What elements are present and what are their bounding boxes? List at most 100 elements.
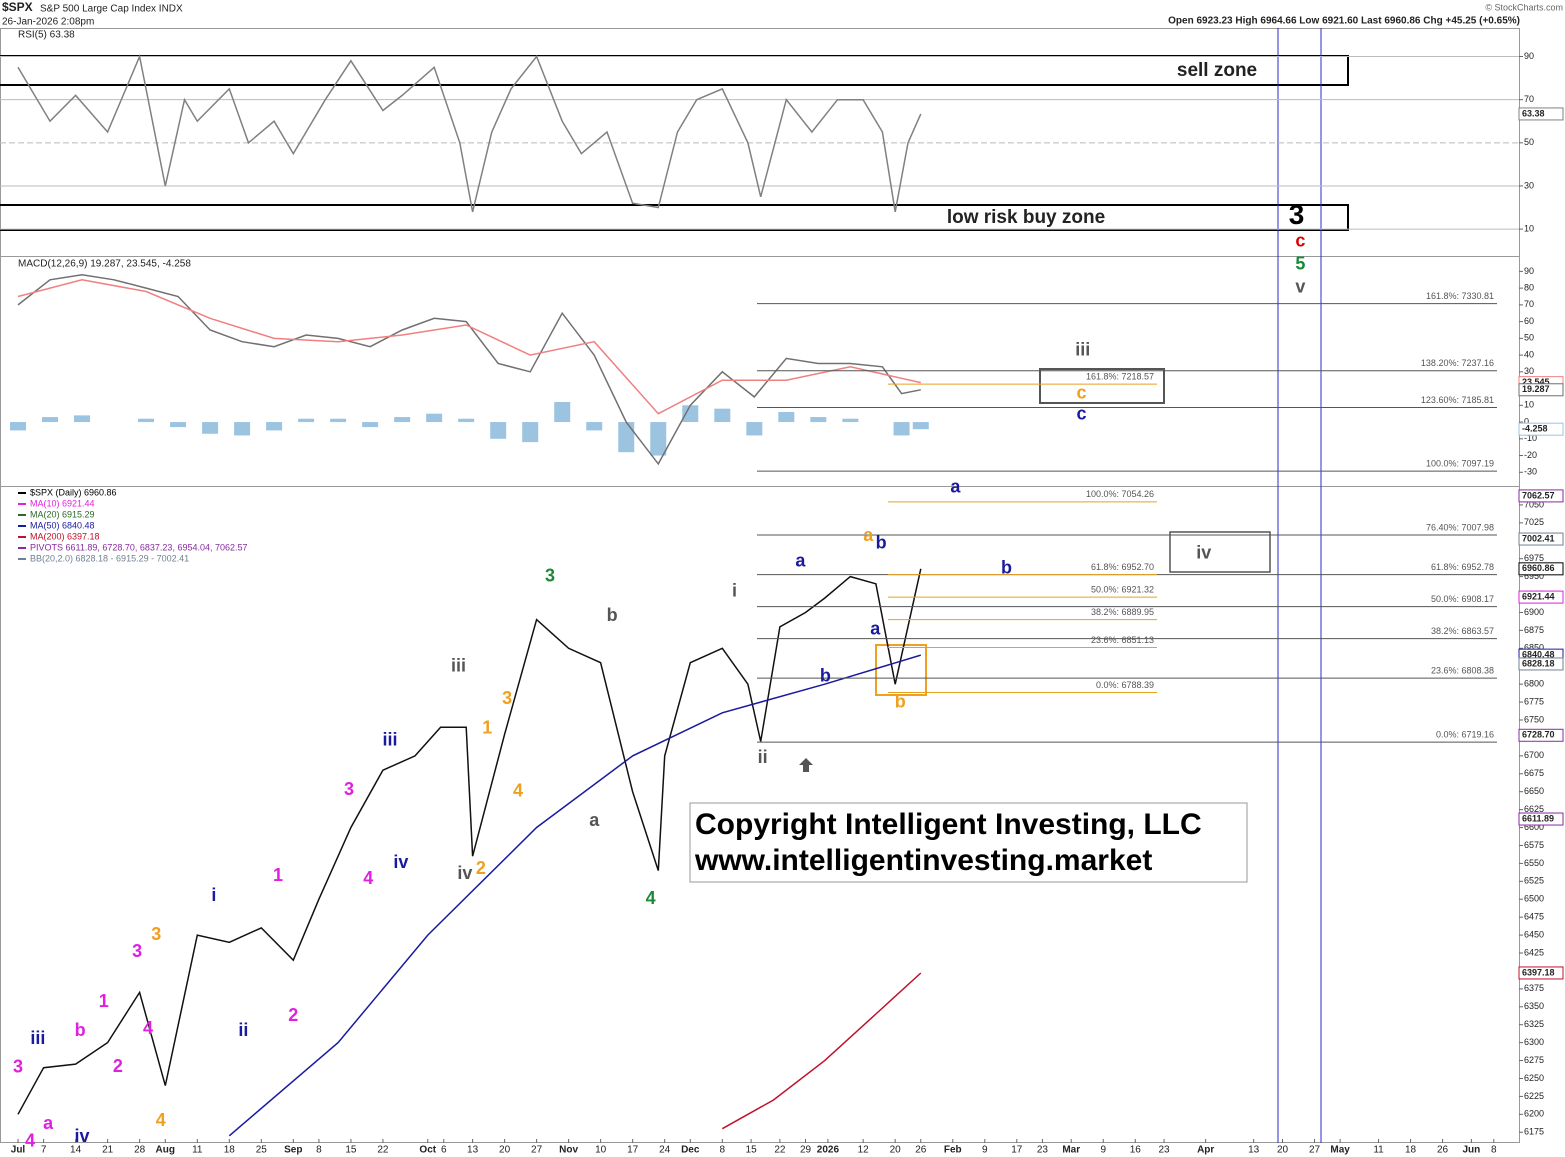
value-tag-label: 6960.86 [1522, 563, 1555, 573]
wave-label: iii [451, 656, 466, 676]
wave-label: b [607, 605, 618, 625]
x-tick-label: Aug [156, 1145, 175, 1156]
wave-label: 2 [113, 1056, 123, 1076]
y-tick-label: 50 [1524, 333, 1534, 343]
value-tag-label: 6397.18 [1522, 967, 1555, 977]
fib-label: 50.0%: 6908.17 [1431, 594, 1494, 604]
x-tick-label: 25 [256, 1145, 268, 1156]
wave-label: iii [30, 1028, 45, 1048]
wave-label: 3 [13, 1056, 23, 1076]
y-tick-label: 6900 [1524, 607, 1544, 617]
value-tag [1518, 812, 1564, 826]
y-tick-label: 7050 [1524, 499, 1544, 509]
copyright-box [689, 802, 1248, 883]
wave-label: iv [393, 852, 408, 872]
y-tick-label: 6700 [1524, 750, 1544, 760]
value-tag-label: 6728.70 [1522, 730, 1555, 740]
x-tick-label: 11 [192, 1145, 203, 1156]
y-tick-label: 80 [1524, 283, 1534, 293]
histogram-bar [842, 418, 859, 423]
y-tick-label: 6625 [1524, 804, 1544, 814]
x-tick-label: 7 [41, 1145, 47, 1156]
series-line [17, 279, 921, 415]
histogram-bar [778, 412, 795, 423]
wave-label: b [75, 1020, 86, 1040]
fib-label: 100.0%: 7097.19 [1426, 458, 1494, 468]
y-tick-label: 6500 [1524, 894, 1544, 904]
y-tick-label: 6175 [1524, 1127, 1544, 1137]
legend-entry: MA(10) 6921.44 [30, 498, 95, 508]
source: © StockCharts.com [1485, 2, 1563, 12]
y-tick-label: 70 [1524, 94, 1534, 104]
wave-label: b [876, 532, 887, 552]
histogram-bar [682, 405, 699, 423]
histogram-bar [458, 418, 475, 423]
histogram-bar [746, 422, 763, 436]
x-tick-label: 8 [316, 1145, 322, 1156]
wave-label: a [870, 618, 881, 638]
y-tick-label: 6350 [1524, 1001, 1544, 1011]
wave-label: 1 [482, 717, 492, 737]
series-line [228, 654, 922, 1137]
wave-label: 3 [545, 565, 555, 585]
x-tick-label: 9 [982, 1145, 988, 1156]
fib-label: 0.0%: 6719.16 [1436, 729, 1494, 739]
support-box [875, 644, 927, 696]
histogram-bar [618, 422, 635, 453]
wave-label: iii [1075, 340, 1090, 360]
series-line [17, 273, 921, 466]
histogram-bar [330, 418, 347, 423]
fib-label: 161.8%: 7218.57 [1086, 371, 1154, 381]
series-line [721, 972, 922, 1130]
y-tick-label: 6875 [1524, 625, 1544, 635]
x-tick-label: 20 [499, 1145, 511, 1156]
legend-entry: BB(20,2.0) 6828.18 - 6915.29 - 7002.41 [30, 553, 189, 563]
symbol: $SPX [2, 0, 33, 14]
y-tick-label: 90 [1524, 266, 1534, 276]
legend-entry: MA(20) 6915.29 [30, 509, 95, 519]
fib-label: 23.6%: 6851.13 [1091, 635, 1154, 645]
y-tick-label: 7025 [1524, 517, 1544, 527]
x-tick-label: Mar [1062, 1145, 1080, 1156]
wave-label: 2 [288, 1005, 298, 1025]
y-tick-label: 6850 [1524, 643, 1544, 653]
wave-label: 5 [1295, 253, 1305, 273]
histogram-bar [912, 422, 929, 430]
histogram-bar [650, 422, 667, 456]
buy-zone-box [0, 204, 1349, 231]
wave-label: a [863, 525, 874, 545]
wave-label: a [589, 810, 600, 830]
fib-label: 50.0%: 6921.32 [1091, 585, 1154, 595]
value-tag-label: 6611.89 [1522, 813, 1554, 823]
y-tick-label: 6200 [1524, 1109, 1544, 1119]
y-tick-label: 6525 [1524, 876, 1544, 886]
y-tick-label: 6475 [1524, 912, 1544, 922]
wave-label: 3 [502, 688, 512, 708]
x-tick-label: Nov [559, 1145, 578, 1156]
x-tick-label: 15 [345, 1145, 357, 1156]
value-tag-label: 6828.18 [1522, 658, 1555, 668]
histogram-bar [586, 422, 603, 431]
histogram-bar [490, 422, 507, 439]
y-tick-label: 60 [1524, 316, 1534, 326]
fib-label: 161.8%: 7330.81 [1426, 291, 1494, 301]
y-tick-label: 6575 [1524, 840, 1544, 850]
legend-entry: MA(200) 6397.18 [30, 531, 100, 541]
y-tick-label: 30 [1524, 366, 1534, 376]
arrow-icon [799, 758, 813, 772]
histogram-bar [74, 415, 91, 423]
wave-label: 3 [344, 779, 354, 799]
wave-label: c [1076, 383, 1086, 403]
y-tick-label: 6775 [1524, 696, 1544, 706]
wave-label: b [1001, 557, 1012, 577]
x-tick-label: 12 [858, 1145, 870, 1156]
y-tick-label: 6450 [1524, 929, 1544, 939]
y-tick-label: -30 [1524, 467, 1537, 477]
y-tick-label: 6300 [1524, 1037, 1544, 1047]
wave-label: ii [758, 747, 768, 767]
fib-label: 23.6%: 6808.38 [1431, 666, 1494, 676]
fib-label: 123.60%: 7185.81 [1421, 395, 1494, 405]
wave-label: 1 [99, 991, 109, 1011]
wave-label: v [1295, 276, 1305, 296]
x-tick-label: Dec [681, 1145, 700, 1156]
